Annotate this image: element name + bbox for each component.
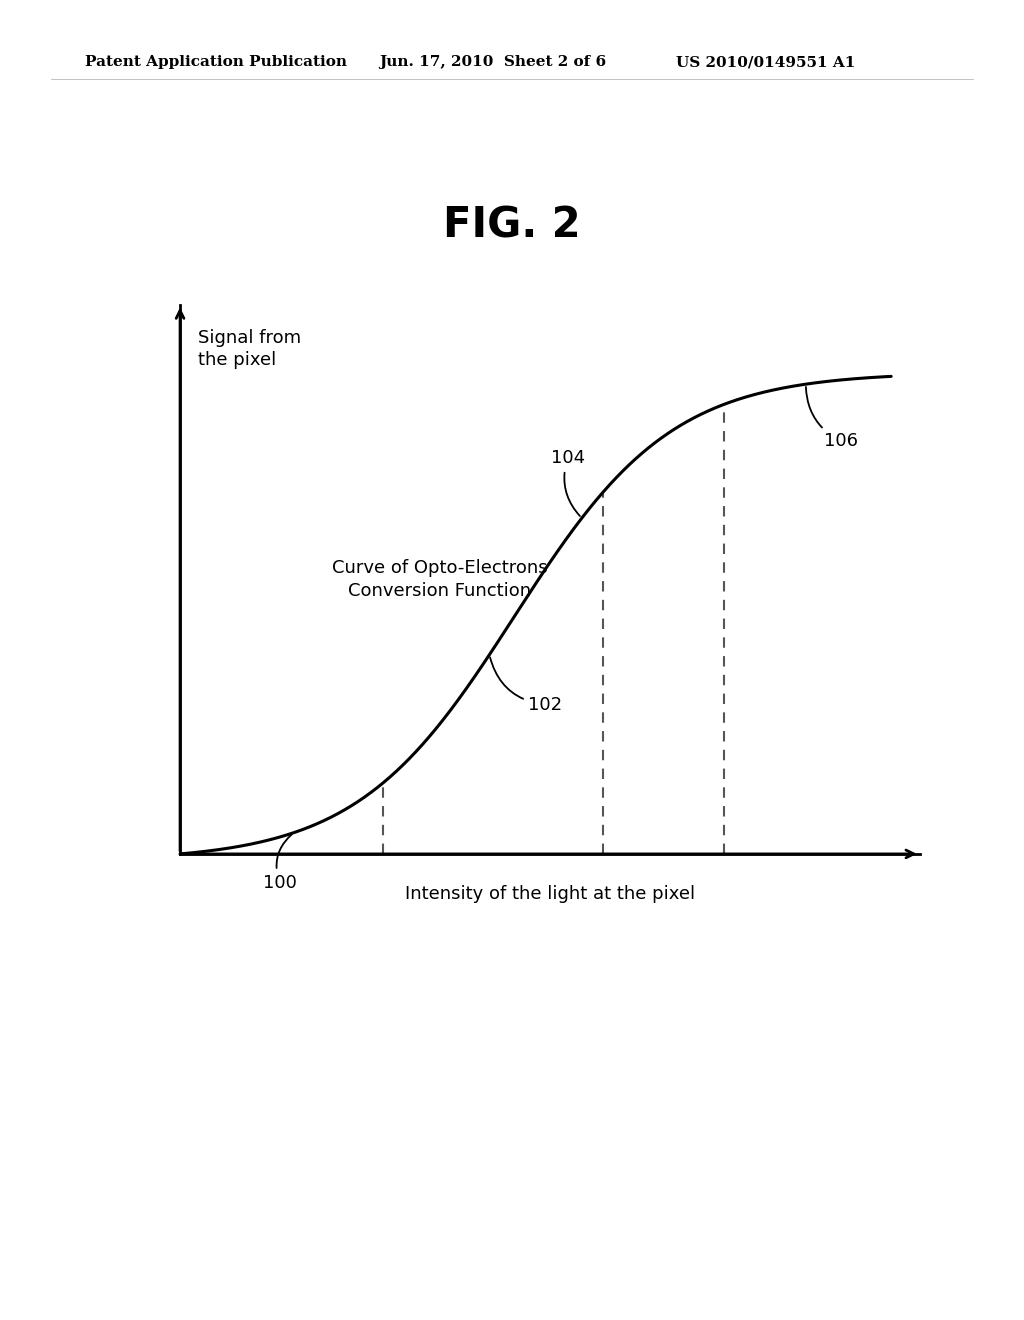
- Text: FIG. 2: FIG. 2: [443, 205, 581, 247]
- Text: Curve of Opto-Electrons
Conversion Function: Curve of Opto-Electrons Conversion Funct…: [332, 558, 548, 601]
- Text: US 2010/0149551 A1: US 2010/0149551 A1: [676, 55, 855, 70]
- Text: Intensity of the light at the pixel: Intensity of the light at the pixel: [404, 884, 695, 903]
- Text: Jun. 17, 2010  Sheet 2 of 6: Jun. 17, 2010 Sheet 2 of 6: [379, 55, 606, 70]
- Text: Signal from
the pixel: Signal from the pixel: [198, 329, 301, 368]
- Text: 102: 102: [490, 657, 562, 714]
- Text: 104: 104: [551, 449, 585, 516]
- Text: Patent Application Publication: Patent Application Publication: [85, 55, 347, 70]
- Text: 100: 100: [263, 834, 297, 891]
- Text: 106: 106: [806, 387, 858, 450]
